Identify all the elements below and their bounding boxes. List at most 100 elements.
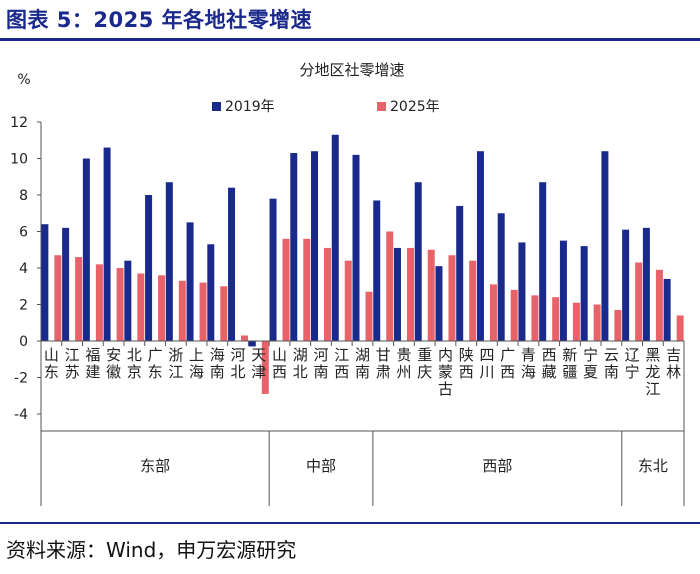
legend-swatch-2025 [377, 102, 386, 111]
bar-2019 [290, 153, 298, 341]
bar-2019 [228, 187, 236, 341]
x-tick-label: 西 [459, 363, 474, 381]
x-tick-label: 江 [65, 346, 80, 364]
bar-2019 [559, 240, 567, 341]
figure-title: 图表 5：2025 年各地社零增速 [6, 8, 313, 32]
y-tick-label: 4 [19, 261, 28, 277]
y-tick-label: 10 [10, 152, 28, 168]
bars [41, 134, 684, 394]
bar-2025 [199, 282, 207, 341]
bar-2019 [393, 247, 401, 341]
bar-2019 [165, 182, 173, 341]
x-tick-label: 海 [210, 346, 225, 364]
bar-2025 [386, 231, 394, 341]
bar-2019 [207, 244, 215, 341]
x-tick-label: 四 [479, 346, 494, 364]
x-tick-label: 海 [189, 363, 204, 381]
x-tick-label: 西 [500, 363, 515, 381]
x-tick-label: 西 [334, 363, 349, 381]
x-tick-label: 云 [604, 346, 619, 364]
bar-2025 [324, 247, 332, 341]
bar-2019 [435, 266, 443, 341]
x-tick-label: 广 [500, 346, 515, 364]
x-group-label: 中部 [306, 457, 336, 475]
x-tick-label: 建 [85, 363, 100, 381]
x-group-label: 东北 [638, 457, 668, 475]
x-tick-label: 福 [85, 346, 100, 364]
y-tick-label: 12 [10, 115, 28, 131]
x-tick-label: 庆 [417, 363, 432, 381]
x-group-label: 西部 [482, 457, 512, 475]
x-tick-label: 江 [168, 363, 183, 381]
bar-2019 [331, 134, 339, 341]
bar-2019 [622, 229, 630, 341]
x-tick-label: 江 [334, 346, 349, 364]
x-tick-label: 西 [272, 363, 287, 381]
x-tick-label: 湖 [355, 346, 370, 364]
x-tick-label: 青 [521, 346, 536, 364]
bar-2019 [539, 182, 547, 341]
bar-2025 [282, 238, 290, 341]
bar-2025 [489, 284, 497, 341]
bar-2019 [518, 242, 526, 341]
x-tick-label: 内 [438, 346, 453, 364]
x-tick-label: 海 [521, 363, 536, 381]
x-tick-label: 古 [438, 380, 453, 398]
x-tick-label: 京 [127, 363, 142, 381]
x-tick-label: 苏 [65, 363, 80, 381]
bar-2025 [178, 280, 186, 341]
x-tick-label: 北 [293, 363, 308, 381]
title-rule [0, 38, 700, 41]
bar-2025 [635, 262, 643, 341]
bar-2019 [124, 260, 132, 341]
y-tick-label: -2 [14, 371, 28, 387]
x-tick-label: 山 [272, 346, 287, 364]
x-tick-label: 吉 [666, 346, 681, 364]
x-tick-label: 藏 [542, 363, 557, 381]
bar-2019 [414, 182, 422, 341]
bar-2025 [75, 257, 83, 341]
bar-2019 [311, 151, 319, 341]
bar-2025 [261, 341, 269, 394]
x-tick-label: 河 [231, 346, 246, 364]
bar-2025 [593, 304, 601, 341]
bar-2025 [54, 255, 62, 341]
x-group-label: 东部 [140, 457, 170, 475]
x-tick-label: 徽 [106, 363, 121, 381]
legend-swatch-2019 [212, 102, 221, 111]
x-tick-label: 龙 [645, 363, 660, 381]
bar-2025 [406, 247, 414, 341]
x-tick-label: 重 [417, 346, 432, 364]
bar-2019 [62, 227, 70, 341]
bar-2025 [116, 268, 124, 341]
bar-2025 [676, 315, 684, 341]
bar-2025 [448, 255, 456, 341]
x-tick-label: 北 [127, 346, 142, 364]
bar-2025 [220, 286, 228, 341]
x-tick-label: 东 [148, 363, 163, 381]
x-tick-label: 西 [542, 346, 557, 364]
chart-title: 分地区社零增速 [299, 61, 404, 79]
bar-2025 [303, 238, 311, 341]
bar-2025 [158, 275, 166, 341]
x-tick-label: 南 [210, 363, 225, 381]
x-tick-label: 辽 [625, 346, 640, 364]
x-tick-label: 陕 [459, 346, 474, 364]
x-tick-label: 黑 [645, 346, 660, 364]
bar-2019 [269, 198, 277, 341]
bar-2025 [614, 309, 622, 341]
x-tick-label: 南 [355, 363, 370, 381]
bar-2019 [373, 200, 381, 341]
bar-2025 [655, 269, 663, 341]
legend: 2019年 2025年 [212, 99, 440, 115]
x-tick-label: 宁 [625, 363, 640, 381]
legend-label-2025: 2025年 [390, 99, 440, 115]
bar-2019 [476, 151, 484, 341]
x-tick-label: 广 [148, 346, 163, 364]
x-tick-label: 山 [44, 346, 59, 364]
bar-2019 [145, 195, 153, 341]
bar-2019 [186, 222, 194, 341]
x-tick-label: 疆 [562, 363, 577, 381]
bar-2019 [601, 151, 609, 341]
